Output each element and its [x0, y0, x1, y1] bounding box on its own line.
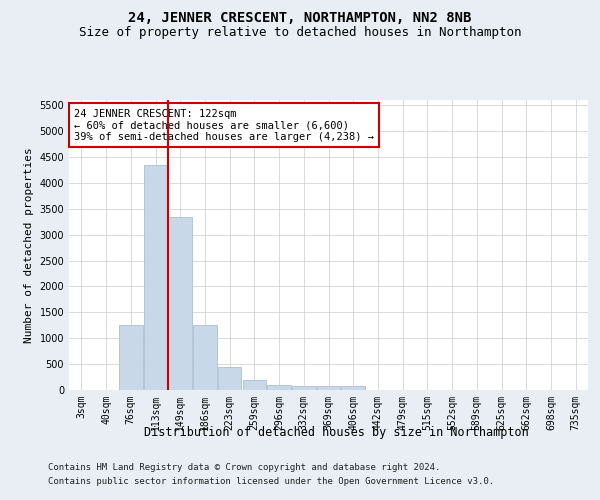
Bar [242, 380, 266, 390]
Bar [341, 386, 365, 390]
Bar [268, 385, 291, 390]
Bar [169, 216, 192, 390]
Bar [292, 386, 316, 390]
Text: 24 JENNER CRESCENT: 122sqm
← 60% of detached houses are smaller (6,600)
39% of s: 24 JENNER CRESCENT: 122sqm ← 60% of deta… [74, 108, 374, 142]
Bar [218, 366, 241, 390]
Bar [317, 386, 340, 390]
Text: Contains public sector information licensed under the Open Government Licence v3: Contains public sector information licen… [48, 476, 494, 486]
Text: 24, JENNER CRESCENT, NORTHAMPTON, NN2 8NB: 24, JENNER CRESCENT, NORTHAMPTON, NN2 8N… [128, 10, 472, 24]
Bar [119, 326, 143, 390]
Bar [144, 164, 167, 390]
Bar [193, 326, 217, 390]
Text: Size of property relative to detached houses in Northampton: Size of property relative to detached ho… [79, 26, 521, 39]
Y-axis label: Number of detached properties: Number of detached properties [24, 147, 34, 343]
Text: Contains HM Land Registry data © Crown copyright and database right 2024.: Contains HM Land Registry data © Crown c… [48, 463, 440, 472]
Text: Distribution of detached houses by size in Northampton: Distribution of detached houses by size … [143, 426, 529, 439]
